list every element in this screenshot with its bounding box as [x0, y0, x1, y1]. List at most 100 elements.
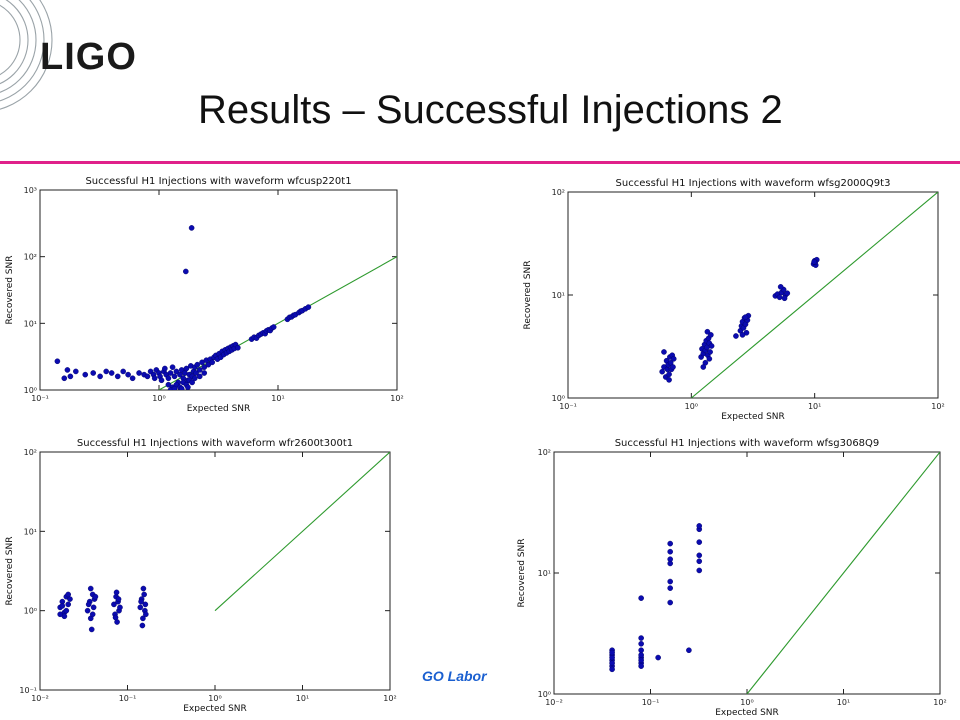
- x-tick-label: 10²: [390, 394, 403, 403]
- data-point: [87, 585, 94, 592]
- data-point: [59, 603, 66, 609]
- data-point: [82, 371, 89, 378]
- data-point: [65, 591, 71, 598]
- data-point: [638, 663, 644, 669]
- data-point: [167, 370, 174, 376]
- data-point: [638, 647, 644, 654]
- plot-frame: [553, 451, 941, 695]
- data-point: [708, 332, 714, 338]
- y-tick-label: 10²: [538, 448, 551, 457]
- data-point: [193, 370, 199, 376]
- data-point: [661, 349, 667, 355]
- data-point: [201, 364, 208, 370]
- data-point: [139, 622, 146, 629]
- data-point: [270, 324, 277, 330]
- data-point: [667, 556, 673, 563]
- x-tick-label: 10⁰: [208, 694, 221, 703]
- x-tick-label: 10⁻²: [545, 698, 563, 707]
- y-tick-label: 10¹: [538, 569, 551, 578]
- data-point: [196, 373, 203, 380]
- chart-title: Successful H1 Injections with waveform w…: [77, 438, 353, 449]
- x-tick-label: 10⁰: [685, 402, 698, 411]
- y-axis-label: Recovered SNR: [517, 538, 527, 607]
- data-point: [667, 540, 673, 547]
- x-tick-label: 10¹: [296, 694, 309, 703]
- data-point: [189, 379, 195, 386]
- footer-text: GO Labor: [422, 668, 487, 684]
- x-tick-label: 10⁻¹: [119, 694, 137, 703]
- data-point: [171, 385, 178, 390]
- data-point: [140, 615, 146, 622]
- data-point: [171, 373, 178, 380]
- data-point: [65, 601, 71, 608]
- data-point: [183, 365, 190, 372]
- data-point: [667, 548, 673, 555]
- data-point: [192, 375, 198, 382]
- chart-wfsg2000q9t3: Successful H1 Injections with waveform w…: [518, 172, 948, 422]
- data-point: [125, 371, 131, 378]
- data-point: [144, 373, 151, 380]
- y-tick-label: 10¹: [552, 291, 565, 300]
- data-point: [609, 660, 615, 666]
- data-point: [138, 598, 144, 605]
- data-point: [742, 314, 749, 320]
- y-tick-label: 10¹: [24, 319, 37, 328]
- chart-title: Successful H1 Injections with waveform w…: [615, 438, 880, 449]
- data-point: [73, 368, 79, 375]
- data-point: [706, 356, 713, 362]
- logo-arcs-graphic: [0, 0, 53, 110]
- data-point: [112, 614, 119, 621]
- y-tick-label: 10³: [24, 186, 37, 195]
- chart-wfr2600t300t1: Successful H1 Injections with waveform w…: [0, 432, 400, 712]
- x-tick-label: 10⁻¹: [559, 402, 577, 411]
- chart-wfsg3068q9: Successful H1 Injections with waveform w…: [512, 432, 948, 716]
- data-point: [142, 601, 149, 608]
- data-point: [670, 356, 677, 362]
- data-point: [733, 333, 739, 339]
- x-tick-label: 10²: [933, 698, 946, 707]
- data-point: [169, 364, 176, 370]
- chart-wfcusp220t1: Successful H1 Injections with waveform w…: [0, 170, 408, 415]
- data-point: [209, 359, 216, 366]
- data-point: [667, 585, 673, 591]
- data-point: [196, 367, 203, 373]
- data-point: [114, 373, 121, 380]
- data-point: [696, 552, 703, 559]
- data-point: [696, 567, 703, 574]
- x-tick-label: 10²: [383, 694, 396, 703]
- data-point: [90, 604, 97, 611]
- data-point: [305, 304, 312, 310]
- data-point: [158, 377, 165, 384]
- data-point: [655, 654, 661, 661]
- data-point: [64, 367, 71, 373]
- data-point: [667, 578, 673, 585]
- data-point: [686, 647, 692, 654]
- data-point: [609, 654, 615, 661]
- data-point: [638, 640, 644, 647]
- data-point: [143, 611, 149, 618]
- data-point: [183, 268, 189, 275]
- data-point: [97, 373, 103, 380]
- data-point: [638, 635, 644, 641]
- data-point: [609, 666, 615, 673]
- data-point: [666, 371, 672, 378]
- data-point: [659, 368, 665, 375]
- data-point: [165, 381, 172, 388]
- x-tick-label: 10¹: [271, 394, 284, 403]
- data-point: [700, 364, 707, 370]
- data-point: [141, 591, 147, 598]
- data-point: [185, 384, 191, 390]
- ligo-logo: LIGO: [40, 36, 137, 78]
- data-point: [85, 601, 92, 608]
- reference-line: [746, 452, 940, 694]
- data-point: [151, 375, 158, 382]
- data-point: [63, 607, 70, 614]
- data-point: [57, 611, 63, 618]
- data-point: [188, 225, 195, 231]
- title-divider: [0, 161, 960, 164]
- data-point: [140, 585, 147, 592]
- data-point: [129, 375, 136, 382]
- chart-title: Successful H1 Injections with waveform w…: [85, 176, 351, 187]
- data-point: [696, 539, 703, 545]
- x-axis-label: Expected SNR: [721, 412, 785, 422]
